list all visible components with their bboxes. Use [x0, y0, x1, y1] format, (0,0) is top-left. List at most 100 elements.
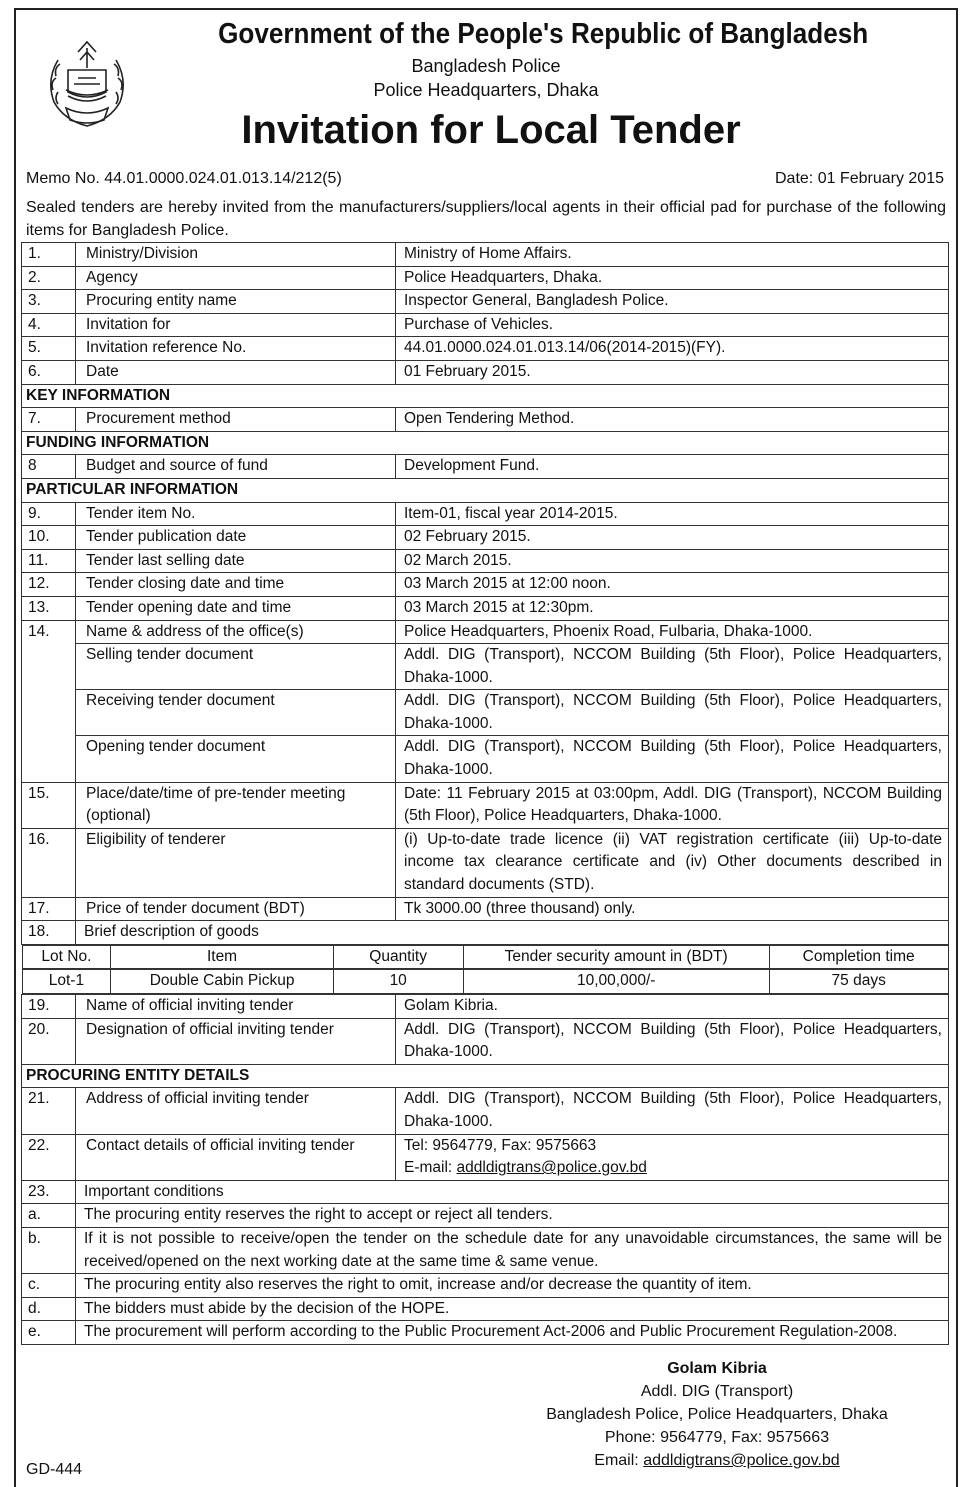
table-row: Lot-1 Double Cabin Pickup 10 10,00,000/- 75 …	[21, 969, 949, 994]
goods-column-header: Completion time	[768, 944, 949, 970]
row-number: e.	[21, 1320, 76, 1345]
table-row: Opening tender document Addl. DIG (Transp…	[22, 735, 949, 783]
goods-table: Lot No. Item Quantity Tender security amoun…	[21, 944, 949, 970]
row-number: b.	[21, 1226, 76, 1275]
document-body: 1. Ministry/Division Ministry of Home Affa…	[21, 0, 949, 1487]
row-value-text: Ministry of Home Affairs.	[404, 245, 572, 262]
table-row: 11. Tender last selling date 02 March 2015…	[21, 548, 949, 574]
row-value: Development Fund.	[395, 454, 949, 479]
section-heading: KEY INFORMATION	[21, 383, 949, 409]
row-number: a.	[21, 1203, 76, 1228]
goods-cell: 75 days	[768, 969, 949, 994]
table-row: 7. Procurement method Open Tendering Metho…	[21, 407, 949, 432]
table-row: 14. Name & address of the office(s) Police…	[21, 619, 949, 783]
row-number: 16.	[21, 827, 76, 898]
row-value-text: Date: 11 February 2015 at 03:00pm, Addl.…	[404, 784, 942, 825]
row-value-text: 03 March 2015 at 12:30pm.	[404, 598, 594, 616]
table-row: FUNDING INFORMATION	[21, 430, 949, 456]
row-value: Purchase of Vehicles.	[395, 312, 949, 338]
police-emblem-icon	[50, 40, 124, 127]
row-value-text: 03 March 2015 at 12:00 noon.	[404, 575, 611, 593]
memo-date: Date: 01 February 2015	[775, 170, 944, 187]
row-label: Tender opening date and time	[75, 595, 396, 621]
row-value-text: Addl. DIG (Transport), NCCOM Building (5…	[404, 1020, 942, 1061]
table-row: c. The procuring entity also reserves the…	[21, 1273, 949, 1298]
section-heading: FUNDING INFORMATION	[21, 430, 949, 456]
row-value-text: 02 February 2015.	[404, 528, 531, 546]
row-value-text: (i) Up-to-date trade licence (ii) VAT re…	[404, 830, 942, 894]
table-row: 17. Price of tender document (BDT) Tk 3000…	[21, 896, 949, 922]
row-value-text: Tk 3000.00 (three thousand) only.	[404, 899, 636, 917]
table-row: d. The bidders must abide by the decision…	[21, 1296, 949, 1322]
row-value-text: Inspector General, Bangladesh Police.	[404, 292, 669, 310]
tender-details-table: 1. Ministry/Division Ministry of Home Affa…	[21, 242, 949, 1345]
row-value-text: Police Headquarters, Dhaka.	[404, 268, 603, 286]
row-label: Address of official inviting tender	[75, 1087, 396, 1135]
table-row: 10. Tender publication date 02 February 20…	[21, 525, 949, 550]
row-value: Golam Kibria.	[395, 994, 949, 1019]
table-row: e. The procurement will perform according…	[21, 1320, 949, 1345]
table-row: 21. Address of official inviting tender Ad…	[21, 1087, 949, 1135]
row-label: Invitation for	[75, 312, 396, 338]
row-label: Name of official inviting tender	[75, 994, 396, 1019]
table-row: 13. Tender opening date and time 03 March …	[21, 595, 949, 621]
row-value: Addl. DIG (Transport), NCCOM Building (5…	[395, 735, 949, 783]
row-value: 44.01.0000.024.01.013.14/06(2014-2015)(F…	[395, 336, 949, 361]
row-number: 21.	[21, 1087, 76, 1135]
row-value-text: 01 February 2015.	[404, 362, 531, 380]
row-value: Addl. DIG (Transport), NCCOM Building (5…	[395, 689, 949, 737]
document-title: Invitation for Local Tender	[241, 108, 741, 152]
row-value-text: Development Fund.	[404, 457, 540, 475]
row-label: Name & address of the office(s)	[75, 619, 396, 645]
table-row: KEY INFORMATION	[21, 383, 949, 409]
row-label: The procuring entity also reserves the r…	[75, 1273, 949, 1298]
contact-email-link[interactable]: addldigtrans@police.gov.bd	[456, 1159, 647, 1177]
organization-name: Bangladesh Police	[411, 56, 561, 76]
row-label: Agency	[75, 265, 396, 291]
row-value-text: Addl. DIG (Transport), NCCOM Building (5…	[404, 1090, 942, 1130]
row-label: Opening tender document	[75, 735, 396, 783]
row-number: 3.	[21, 289, 76, 314]
row-label: Tender closing date and time	[75, 572, 396, 597]
signature-block: Golam Kibria Addl. DIG (Transport) Bangl…	[480, 1357, 954, 1472]
row-value: 03 March 2015 at 12:30pm.	[395, 595, 949, 621]
row-label: Budget and source of fund	[75, 454, 396, 479]
row-number: 4.	[21, 312, 76, 338]
row-number: 10.	[21, 525, 76, 550]
goods-table: Lot-1 Double Cabin Pickup 10 10,00,000/- 75 …	[21, 969, 949, 994]
row-value: Item-01, fiscal year 2014-2015.	[395, 501, 949, 527]
row-number: 6.	[21, 359, 76, 385]
row-value: Addl. DIG (Transport), NCCOM Building (5…	[395, 643, 949, 691]
table-row: 4. Invitation for Purchase of Vehicles.	[21, 312, 949, 338]
row-number: 11.	[21, 548, 76, 574]
table-row: Receiving tender document Addl. DIG (Tran…	[22, 689, 949, 737]
goods-header-cell: Lot No. Item Quantity Tender security amoun…	[21, 944, 949, 970]
row-value: Tel: 9564779, Fax: 9575663 E-mail: addldi…	[395, 1133, 949, 1181]
row-value: 03 March 2015 at 12:00 noon.	[395, 572, 949, 597]
table-row: 20. Designation of official inviting tend…	[21, 1017, 949, 1065]
signatory-email-link[interactable]: addldigtrans@police.gov.bd	[643, 1451, 840, 1469]
row-label: Brief description of goods	[75, 920, 949, 945]
row-label: The procurement will perform according t…	[75, 1320, 949, 1345]
goods-header-row: Lot No. Item Quantity Tender security amoun…	[21, 944, 949, 970]
row-value-text: 02 March 2015.	[404, 551, 512, 569]
row-value: Open Tendering Method.	[395, 407, 949, 432]
row-label: Ministry/Division	[75, 242, 396, 267]
table-row: Selling tender document Addl. DIG (Transp…	[22, 643, 949, 691]
row-label: Receiving tender document	[75, 689, 396, 737]
row-number: 12.	[21, 572, 76, 597]
row-number: 17.	[21, 896, 76, 922]
signatory-name: Golam Kibria	[667, 1359, 767, 1377]
row-label: The bidders must abide by the decision o…	[75, 1296, 949, 1322]
row-value-text: Purchase of Vehicles.	[404, 315, 554, 333]
table-row: 1. Ministry/Division Ministry of Home Affa…	[21, 242, 949, 267]
government-title-wrap: Government of the People's Republic of B…	[140, 18, 946, 51]
row-number: 7.	[21, 407, 76, 432]
goods-row-cell: Lot-1 Double Cabin Pickup 10 10,00,000/- 75 …	[21, 969, 949, 994]
row-value-text: Item-01, fiscal year 2014-2015.	[404, 504, 618, 522]
page-border	[14, 8, 958, 1487]
goods-cell: 10	[332, 969, 464, 994]
row-label: Place/date/time of pre-tender meeting (o…	[75, 781, 396, 829]
row-value: Inspector General, Bangladesh Police.	[395, 289, 949, 314]
table-row: 9. Tender item No. Item-01, fiscal year 20…	[21, 501, 949, 527]
